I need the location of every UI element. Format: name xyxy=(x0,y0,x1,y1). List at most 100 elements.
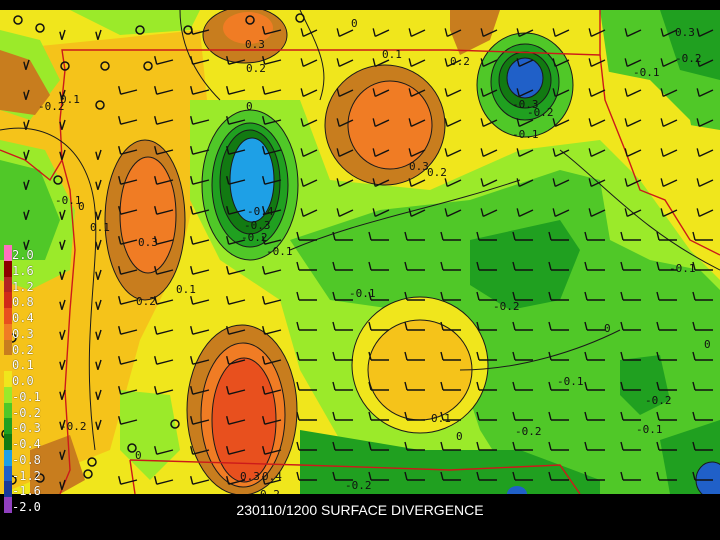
wind-barb xyxy=(262,386,282,395)
wind-barb xyxy=(584,381,605,391)
wind-barb xyxy=(190,356,210,365)
legend-swatch xyxy=(4,497,12,514)
wind-barb xyxy=(154,386,174,395)
legend-label: -0.1 xyxy=(12,389,41,404)
convergence-min-northeast xyxy=(476,32,574,138)
wind-barb xyxy=(154,266,174,275)
contour-value-label: 0.3 xyxy=(240,470,260,483)
wind-barb xyxy=(620,291,641,301)
legend-label: 0.4 xyxy=(12,311,34,326)
wind-barb xyxy=(692,381,713,391)
wind-barb xyxy=(552,178,570,187)
legend-label: -1.2 xyxy=(12,468,41,483)
contour-value-label: 0.2 xyxy=(136,295,156,308)
contour-value-label: -0.4 xyxy=(247,205,274,218)
calm-station-circle xyxy=(83,469,93,479)
legend-label: 2.0 xyxy=(12,248,34,262)
field-positive-ne xyxy=(600,70,700,180)
wind-barb xyxy=(59,389,66,400)
contour-value-label: 0.1 xyxy=(431,412,451,425)
wind-barb xyxy=(548,321,569,331)
contour-value-label: -0.2 xyxy=(645,394,672,407)
wind-barb xyxy=(512,471,533,481)
wind-barb xyxy=(95,179,102,190)
wind-barb xyxy=(154,296,174,305)
wind-barb xyxy=(368,291,389,301)
wind-barb xyxy=(23,119,30,130)
wind-barb xyxy=(23,89,30,100)
contour-value-label: 0.2 xyxy=(427,166,447,179)
legend-label: -1.6 xyxy=(12,484,41,499)
wind-barb xyxy=(656,441,677,451)
wind-barb xyxy=(336,28,354,37)
calm-station-circle xyxy=(53,175,63,185)
wind-barb xyxy=(552,208,570,217)
wind-barb xyxy=(226,476,246,485)
wind-barb xyxy=(190,206,210,215)
calm-station-circle xyxy=(245,15,255,25)
contour-value-label: 0.2 xyxy=(260,488,280,494)
wind-barb xyxy=(336,148,354,157)
wind-barb xyxy=(696,118,714,127)
wind-barb xyxy=(624,148,642,157)
divergence-max-central xyxy=(351,296,489,434)
wind-barb xyxy=(118,296,138,305)
wind-barb xyxy=(516,118,534,127)
wind-barb xyxy=(368,441,389,451)
wind-barb xyxy=(476,381,497,391)
wind-barb xyxy=(332,261,353,271)
wind-barb xyxy=(190,266,210,275)
wind-barb xyxy=(444,178,462,187)
contour-value-label: -0.1 xyxy=(669,262,696,275)
legend-label: -0.3 xyxy=(12,421,41,436)
legend-label: 1.2 xyxy=(12,279,34,294)
wind-barb xyxy=(296,321,317,331)
contour-value-label: 0 xyxy=(135,449,142,462)
calm-station-circle xyxy=(170,419,180,429)
wind-barb xyxy=(262,266,282,275)
wind-barb xyxy=(476,231,497,241)
wind-barb xyxy=(372,148,390,157)
wind-barb xyxy=(476,411,497,421)
contour-labels-layer: 0.30.200.10.20.3-0.2-0.1-0.20.10 -0.3-0.2… xyxy=(38,17,711,494)
calm-station-circle xyxy=(143,61,153,71)
wind-barb xyxy=(404,441,425,451)
contour-value-label: 0.1 xyxy=(90,221,110,234)
wind-barb xyxy=(154,146,174,155)
wind-barb xyxy=(332,231,353,241)
wind-barb xyxy=(584,261,605,271)
wind-barb xyxy=(548,411,569,421)
wind-barb xyxy=(190,416,210,425)
wind-barb xyxy=(444,58,462,67)
wind-barb xyxy=(516,148,534,157)
wind-barb xyxy=(696,148,714,157)
wind-barb xyxy=(620,261,641,271)
wind-barb xyxy=(226,296,246,305)
legend-swatch xyxy=(4,418,12,435)
wind-barb xyxy=(262,116,282,125)
wind-barb xyxy=(332,291,353,301)
wind-barb xyxy=(332,411,353,421)
wind-barb xyxy=(516,88,534,97)
contour-value-label: 0.2 xyxy=(246,62,266,75)
wind-barb xyxy=(692,231,713,241)
wind-barb xyxy=(95,389,102,400)
legend-swatch xyxy=(4,260,12,277)
wind-barb xyxy=(154,116,174,125)
wind-barb xyxy=(444,88,462,97)
wind-barb xyxy=(368,381,389,391)
legend-label: -2.0 xyxy=(12,500,41,515)
map-caption: 230110/1200 SURFACE DIVERGENCE xyxy=(236,502,484,518)
state-borders xyxy=(0,10,720,494)
wind-barb xyxy=(23,149,30,160)
wind-barb xyxy=(226,86,246,95)
legend-label: 0.3 xyxy=(12,326,34,341)
wind-barb xyxy=(404,381,425,391)
wind-barb xyxy=(660,28,678,37)
wind-barb xyxy=(336,118,354,127)
wind-barb xyxy=(656,351,677,361)
wind-barb xyxy=(190,326,210,335)
contour-value-label: 0.1 xyxy=(176,283,196,296)
wind-barb xyxy=(300,118,318,127)
wind-barb xyxy=(262,56,282,65)
